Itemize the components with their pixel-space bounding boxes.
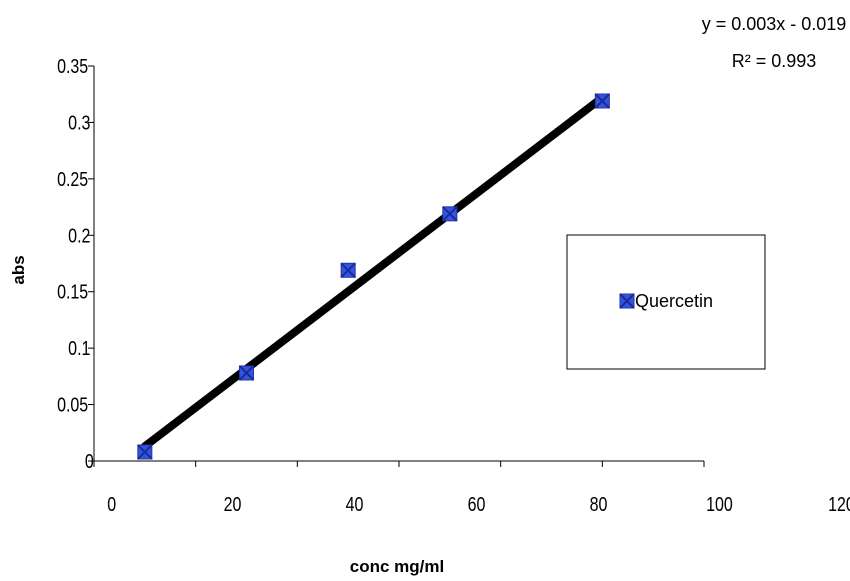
marker-cross xyxy=(442,206,458,222)
y-axis-title: abs xyxy=(9,255,28,284)
trendline-r-squared: R² = 0.993 xyxy=(732,51,817,71)
axes: 0 0.05 0.1 0.15 0.2 0.25 0.3 0.35 0 20 40 60 80 100 12… xyxy=(57,55,850,515)
x-tick-label: 20 xyxy=(224,493,242,515)
trendline-equation: y = 0.003x - 0.019 xyxy=(702,14,847,34)
y-tick-label: 0.25 xyxy=(57,168,88,190)
data-point xyxy=(340,262,356,278)
y-tick-label: 0.2 xyxy=(68,225,90,247)
x-tick-label: 100 xyxy=(706,493,733,515)
legend: Quercetin xyxy=(566,234,766,370)
marker-cross xyxy=(619,293,635,309)
y-tick-label: 0.3 xyxy=(68,112,90,134)
marker-cross xyxy=(340,262,356,278)
data-point xyxy=(137,444,153,460)
legend-marker xyxy=(619,293,635,309)
x-tick-label: 60 xyxy=(468,493,486,515)
trendline xyxy=(140,93,607,451)
x-tick-label: 80 xyxy=(590,493,608,515)
legend-label: Quercetin xyxy=(635,291,713,311)
x-tick-label: 120 xyxy=(828,493,850,515)
labels-layer: abs conc mg/ml y = 0.003x - 0.019 R² = 0… xyxy=(9,14,846,576)
data-point xyxy=(594,93,611,109)
data-point xyxy=(442,206,458,222)
marker-cross xyxy=(594,93,611,109)
y-tick-label: 0.35 xyxy=(57,55,88,77)
y-tick-label: 0.15 xyxy=(57,281,88,303)
x-axis-title: conc mg/ml xyxy=(350,557,444,576)
y-tick-label: 0.1 xyxy=(68,337,90,359)
legend-marker-icon xyxy=(619,293,635,309)
legend-box xyxy=(566,234,766,370)
y-tick-label: 0.05 xyxy=(57,394,88,416)
x-tick-label: 0 xyxy=(107,493,116,515)
y-tick-label: 0 xyxy=(85,450,94,472)
trendline-layer xyxy=(140,93,607,451)
marker-cross xyxy=(238,365,255,381)
data-point xyxy=(238,365,255,381)
marker-cross xyxy=(137,444,153,460)
x-tick-label: 40 xyxy=(346,493,364,515)
data-points-layer xyxy=(137,93,611,460)
